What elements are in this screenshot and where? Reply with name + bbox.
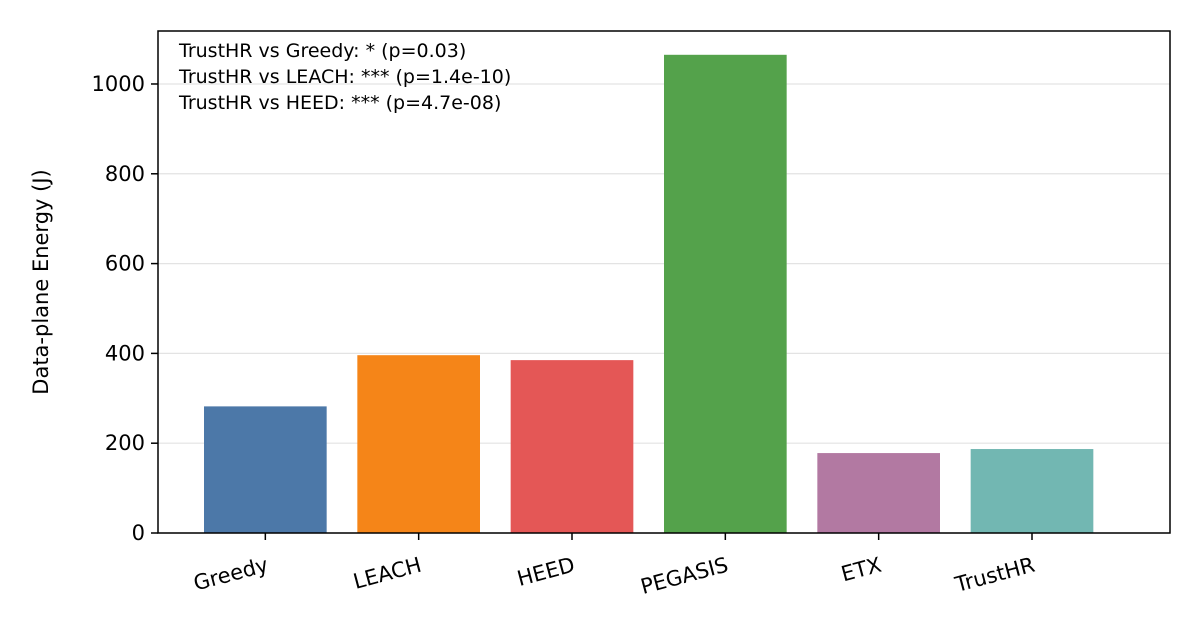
bar-heed — [510, 360, 634, 533]
annotation-0: TrustHR vs Greedy: * (p=0.03) — [178, 40, 466, 62]
y-tick-label-2: 400 — [105, 341, 145, 365]
y-tick-label-4: 800 — [105, 162, 145, 186]
x-tick-label-pegasis: PEGASIS — [638, 553, 731, 599]
annotations: TrustHR vs Greedy: * (p=0.03) TrustHR vs … — [178, 40, 511, 114]
x-axis: Greedy LEACH HEED PEGASIS ETX TrustHR — [191, 533, 1037, 599]
bars — [204, 54, 1094, 533]
x-tick-label-heed: HEED — [515, 553, 578, 591]
x-tick-label-trusthr: TrustHR — [952, 553, 1038, 597]
y-tick-label-3: 600 — [105, 252, 145, 276]
bar-greedy — [204, 406, 327, 533]
y-tick-label-0: 0 — [132, 521, 145, 545]
annotation-2: TrustHR vs HEED: *** (p=4.7e-08) — [178, 92, 501, 114]
plot-frame — [157, 30, 1171, 534]
x-tick-label-leach: LEACH — [351, 553, 424, 594]
y-tick-label-1: 200 — [105, 431, 145, 455]
bar-pegasis — [664, 54, 787, 533]
y-axis-label: Data-plane Energy (J) — [29, 169, 53, 394]
x-tick-label-etx: ETX — [839, 553, 884, 587]
bar-trusthr — [970, 449, 1094, 533]
y-tick-label-5: 1000 — [92, 72, 145, 96]
x-tick-label-greedy: Greedy — [191, 553, 271, 596]
bar-etx — [817, 453, 940, 533]
annotation-1: TrustHR vs LEACH: *** (p=1.4e-10) — [178, 66, 511, 88]
y-axis: 0 200 400 600 800 1000 — [92, 72, 158, 545]
bar-leach — [357, 355, 480, 533]
